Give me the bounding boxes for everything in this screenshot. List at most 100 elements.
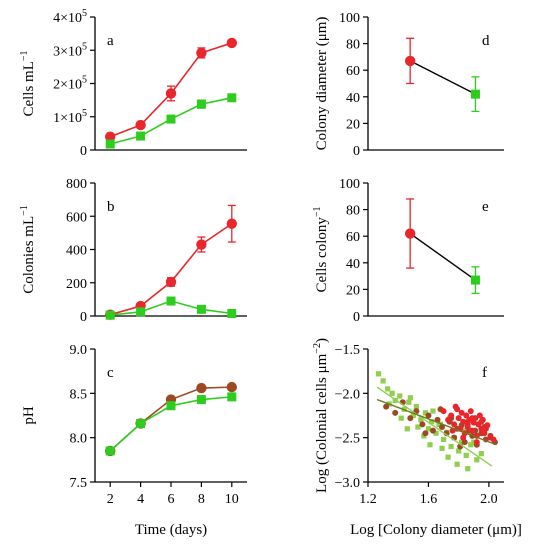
y-tick-label: −1.5	[335, 343, 360, 358]
data-point	[463, 412, 470, 419]
y-tick-label: 80	[346, 204, 360, 219]
data-point	[428, 419, 435, 425]
y-tick-label: 80	[346, 38, 360, 53]
connector-line	[409, 60, 476, 95]
y-axis-title: Cells mL−1	[19, 50, 37, 116]
data-point	[196, 395, 206, 405]
data-point	[478, 451, 484, 457]
y-tick-label: 100	[339, 11, 360, 26]
data-point	[451, 421, 458, 428]
data-point	[196, 304, 206, 314]
data-point	[404, 55, 416, 67]
data-point	[383, 403, 390, 410]
panel-a: 0 1×105 2×105 3×105 4×105 a Cells mL−1	[19, 8, 247, 159]
data-point	[478, 418, 485, 425]
data-point	[439, 445, 445, 451]
y-tick-label: 1×105	[53, 108, 87, 126]
data-point	[476, 412, 483, 419]
data-point	[437, 421, 444, 427]
data-point	[407, 415, 414, 422]
data-point	[468, 442, 474, 448]
data-point	[404, 426, 410, 432]
panel-c: 7.5 8.0 8.5 9.0 2 4 6 8 10 c pH Time (days)	[21, 343, 247, 538]
data-point	[456, 448, 462, 454]
data-point	[135, 119, 146, 131]
panel-label: a	[107, 33, 114, 49]
data-point	[458, 409, 465, 416]
data-point	[418, 417, 424, 423]
y-tick-label: 400	[66, 244, 87, 259]
data-point	[196, 99, 206, 109]
data-point	[136, 418, 146, 428]
data-point	[380, 378, 386, 384]
panel-label: e	[482, 199, 489, 215]
data-point	[397, 393, 403, 399]
fit-line	[376, 398, 497, 446]
data-point	[385, 386, 391, 392]
y-axis-title: Colony diameter (μm)	[314, 17, 330, 151]
y-tick-label: 40	[346, 257, 360, 272]
x-tick-label: 1.6	[420, 492, 438, 507]
data-point	[490, 436, 497, 443]
y-axis-title: Colonies mL−1	[19, 205, 37, 294]
data-point	[445, 454, 451, 460]
data-point	[469, 415, 476, 422]
data-point	[392, 409, 399, 416]
data-point	[440, 408, 447, 415]
panel-label: d	[482, 33, 490, 49]
data-point	[166, 114, 176, 124]
data-point	[433, 430, 439, 436]
data-point	[465, 466, 471, 472]
data-point	[389, 390, 395, 396]
data-point	[105, 310, 115, 320]
y-axis-title: Cells colony−1	[312, 206, 330, 292]
x-tick-label: 4	[137, 492, 144, 507]
x-axis-title: Time (days)	[135, 522, 207, 538]
panel-f: −3.0 −2.5 −2.0 −1.5 1.2 1.6 2.0 f Log (Colonial …	[312, 338, 522, 538]
data-point	[439, 424, 446, 431]
data-point	[448, 443, 454, 450]
data-point	[478, 425, 485, 432]
data-point	[460, 434, 467, 441]
x-tick-label: 8	[198, 492, 205, 507]
y-tick-label: 0	[353, 144, 360, 159]
y-tick-label: 0	[80, 310, 87, 325]
data-point	[454, 406, 461, 413]
data-point	[463, 452, 469, 458]
y-tick-label: 20	[346, 283, 360, 298]
panel-label: f	[482, 365, 487, 381]
x-axis-title: Log [Colony diameter (μm)]	[350, 522, 522, 538]
data-point	[227, 93, 237, 103]
data-point	[413, 404, 419, 410]
data-point	[427, 442, 433, 448]
data-point	[470, 275, 480, 285]
data-point	[421, 433, 427, 439]
data-point	[443, 430, 450, 437]
data-point	[470, 89, 480, 99]
fit-line	[376, 386, 493, 467]
y-axis-title: pH	[21, 406, 37, 425]
y-tick-label: −2.0	[335, 387, 360, 402]
y-tick-label: 200	[66, 277, 87, 292]
y-tick-label: −2.5	[335, 432, 360, 447]
data-point	[375, 371, 382, 377]
x-tick-label: 2	[107, 492, 114, 507]
y-tick-label: 600	[66, 210, 87, 225]
y-tick-label: 40	[346, 91, 360, 106]
data-point	[226, 37, 237, 49]
data-point	[471, 439, 477, 445]
data-point	[429, 427, 436, 434]
data-point	[166, 296, 176, 306]
data-point	[196, 239, 207, 250]
y-tick-label: 8.0	[70, 432, 88, 447]
y-tick-label: 8.5	[70, 387, 88, 402]
y-tick-label: −3.0	[335, 476, 360, 491]
data-point	[422, 410, 429, 416]
data-point	[105, 139, 115, 149]
data-point	[455, 415, 462, 422]
x-tick-label: 2.0	[480, 492, 498, 507]
data-point	[165, 88, 177, 99]
data-point	[404, 228, 416, 239]
y-tick-label: 9.0	[70, 343, 88, 358]
panel-b: 0 200 400 600 800 b Colonies mL−1	[19, 177, 247, 325]
